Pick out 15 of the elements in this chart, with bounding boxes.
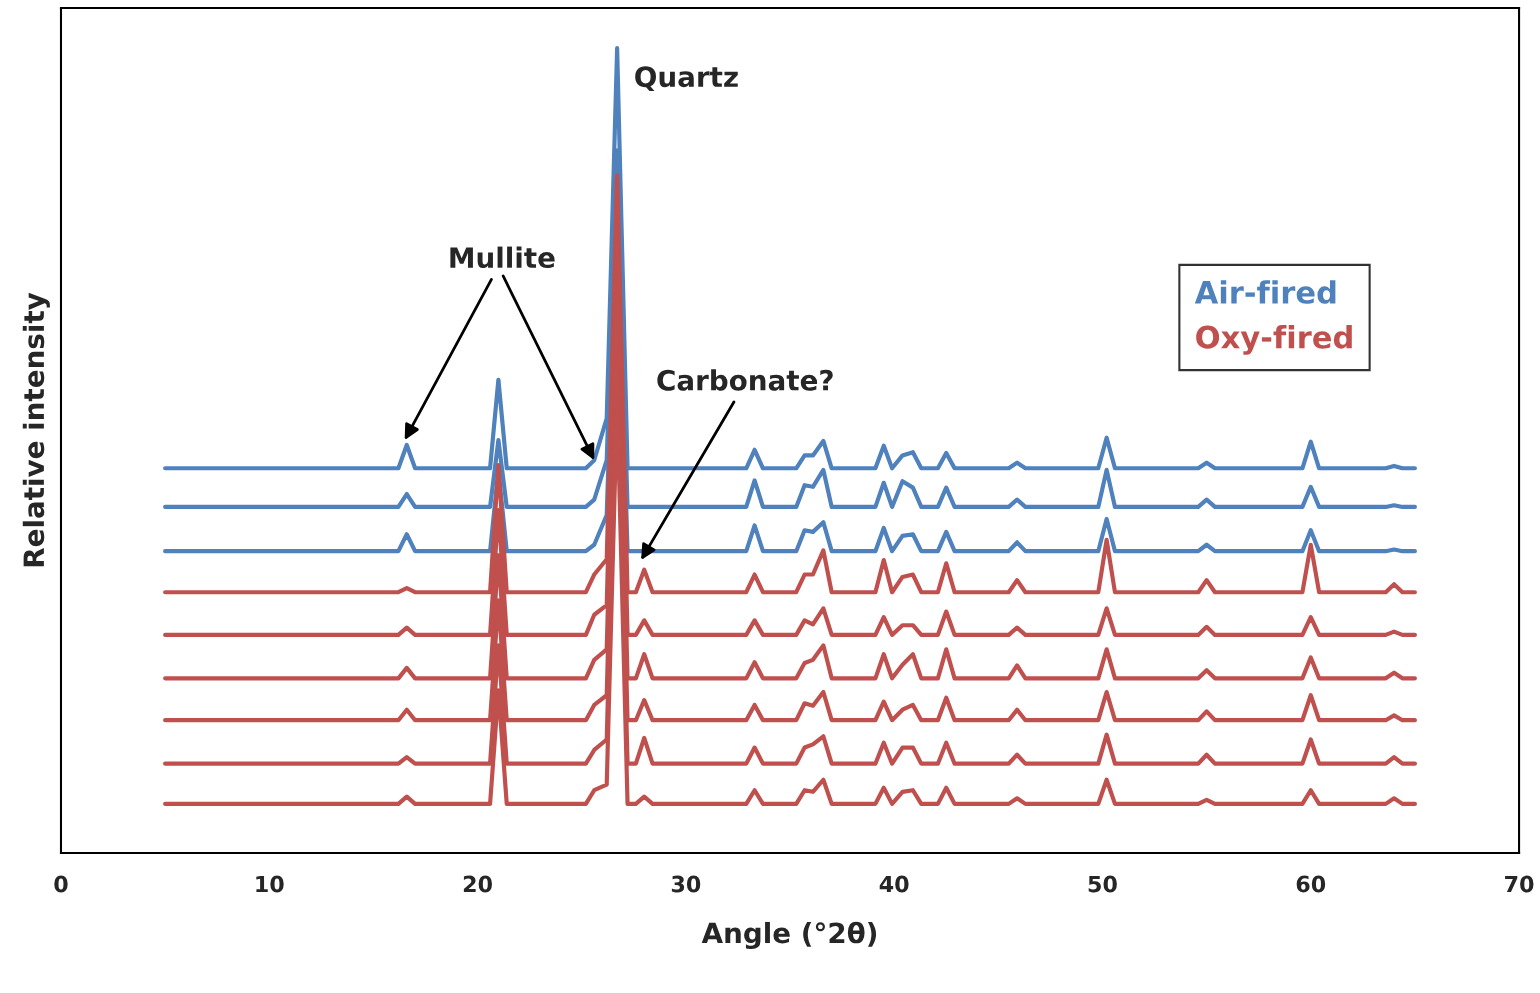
x-tick-label: 40 (879, 875, 909, 893)
x-tick-label: 20 (463, 875, 492, 893)
x-tick-label: 60 (1296, 875, 1326, 893)
x-tick-label: 0 (54, 875, 68, 893)
annotation: Carbonate? (657, 369, 833, 391)
x-tick-label: 10 (256, 875, 284, 893)
annotation: Mullite (450, 246, 555, 269)
text: Air-fired (1194, 280, 1336, 304)
x-axis-title: Angle (°2θ) (701, 921, 877, 950)
x-tick-label: 30 (671, 875, 701, 893)
y-axis-title: Relative intensity (22, 292, 50, 567)
x-tick-label: 70 (1505, 875, 1534, 893)
text: Oxy-fired (1196, 325, 1352, 355)
annotation: Quartz (635, 66, 738, 91)
x-tick-label: 50 (1088, 875, 1117, 893)
